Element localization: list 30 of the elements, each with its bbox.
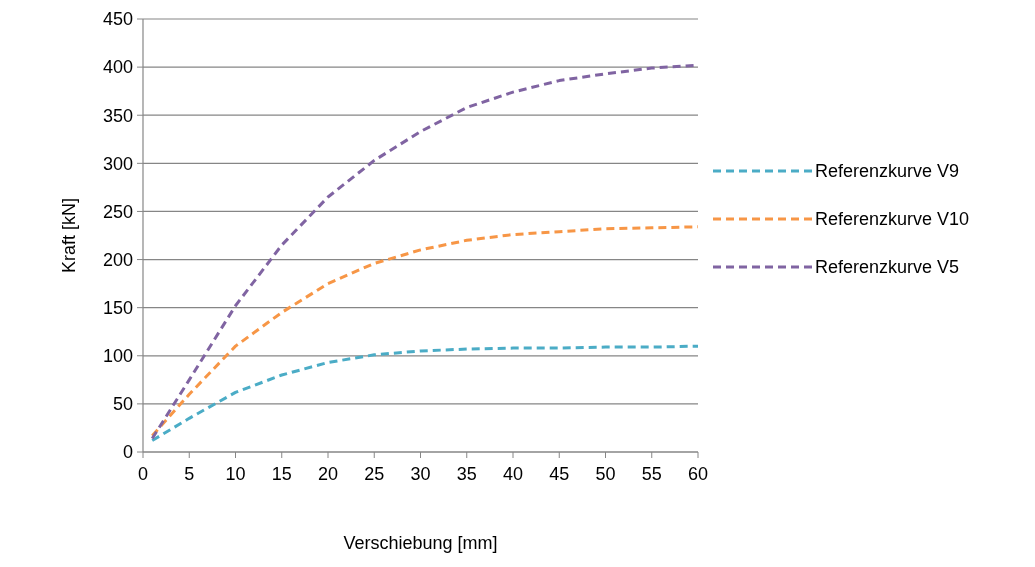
x-tick-label: 50 [595,464,616,484]
y-tick-label: 450 [102,9,133,30]
x-axis-title: Verschiebung [mm] [343,533,498,553]
y-tick-label: 0 [122,442,133,463]
x-tick-label: 30 [410,464,431,484]
y-tick-label: 150 [102,297,133,318]
x-tick-label: 60 [687,464,709,484]
x-tick-label: 15 [271,464,292,484]
y-tick-label: 200 [102,249,133,270]
y-tick-label: 50 [112,394,133,415]
y-tick-label: 250 [102,201,133,222]
x-tick-label: 10 [225,464,246,484]
line-series [150,344,700,442]
y-tick-label: 350 [102,105,133,126]
y-axis-title: Kraft [kN] [59,197,79,274]
x-tick-label: 0 [137,464,149,484]
x-tick-label: 40 [502,464,524,484]
x-tick-label: 35 [456,464,477,484]
legend-label: Referenzkurve V5 [815,257,960,278]
x-tick-label: 55 [641,464,662,484]
legend-label: Referenzkurve V9 [815,161,960,182]
x-tick-label: 45 [549,464,570,484]
y-tick-label: 300 [102,153,133,174]
x-tick-label: 25 [364,464,385,484]
y-tick-label: 100 [102,346,133,367]
x-tick-label: 5 [184,464,195,484]
y-tick-label: 400 [102,57,133,78]
line-series [150,225,700,438]
legend-label: Referenzkurve V10 [815,209,970,230]
x-tick-label: 20 [317,464,339,484]
